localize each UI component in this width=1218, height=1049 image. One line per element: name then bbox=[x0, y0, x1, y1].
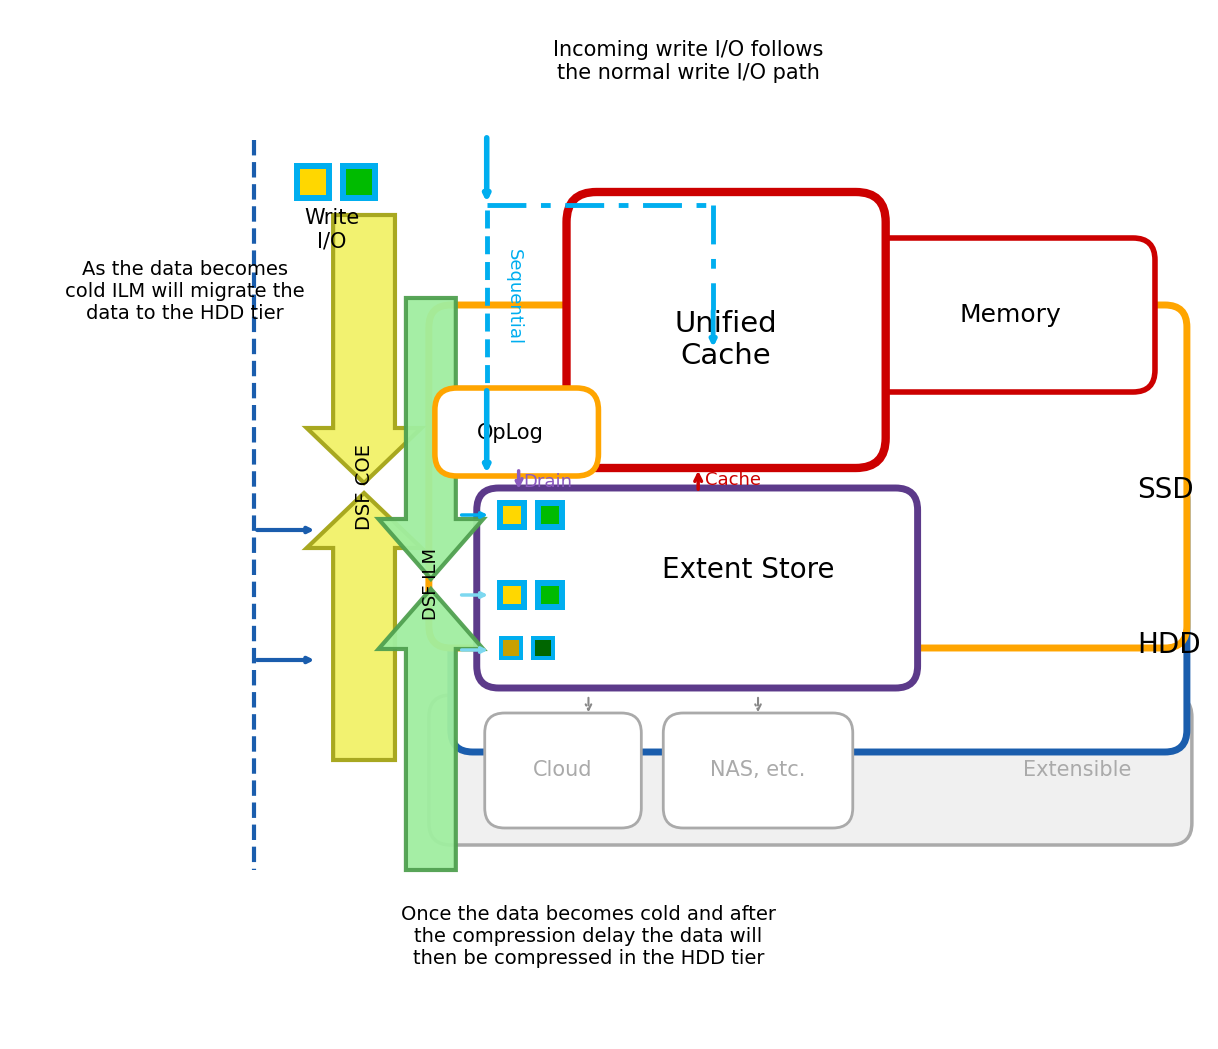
Bar bbox=[497, 500, 526, 530]
FancyBboxPatch shape bbox=[435, 388, 598, 476]
FancyBboxPatch shape bbox=[451, 478, 1186, 752]
Text: SSD: SSD bbox=[1138, 476, 1194, 504]
Bar bbox=[340, 163, 378, 201]
FancyBboxPatch shape bbox=[664, 713, 853, 828]
Text: Unified
Cache: Unified Cache bbox=[675, 309, 777, 370]
Bar bbox=[498, 636, 523, 660]
Bar bbox=[497, 580, 526, 611]
Text: HDD: HDD bbox=[1138, 631, 1201, 659]
Text: Memory: Memory bbox=[960, 303, 1061, 327]
Text: DSF ILM: DSF ILM bbox=[421, 548, 440, 620]
FancyBboxPatch shape bbox=[476, 488, 917, 688]
Bar bbox=[503, 586, 520, 604]
FancyArrow shape bbox=[379, 298, 484, 579]
Bar bbox=[300, 169, 326, 195]
Text: Incoming write I/O follows
the normal write I/O path: Incoming write I/O follows the normal wr… bbox=[553, 40, 823, 83]
FancyArrow shape bbox=[307, 215, 421, 483]
Text: Extent Store: Extent Store bbox=[661, 556, 834, 584]
Bar bbox=[531, 636, 554, 660]
Text: DSF COE: DSF COE bbox=[354, 444, 374, 530]
Bar bbox=[541, 586, 559, 604]
Text: Cache: Cache bbox=[705, 471, 761, 489]
FancyBboxPatch shape bbox=[866, 238, 1155, 392]
Bar bbox=[503, 506, 520, 524]
Text: Drain: Drain bbox=[524, 473, 572, 491]
Text: Cloud: Cloud bbox=[532, 759, 592, 780]
Bar bbox=[541, 506, 559, 524]
FancyArrow shape bbox=[307, 493, 421, 759]
Text: OpLog: OpLog bbox=[477, 423, 544, 443]
Text: Extensible: Extensible bbox=[1023, 759, 1132, 780]
Text: Sequential: Sequential bbox=[504, 249, 523, 345]
FancyBboxPatch shape bbox=[429, 695, 1192, 845]
FancyBboxPatch shape bbox=[485, 713, 642, 828]
Bar bbox=[535, 640, 551, 656]
FancyBboxPatch shape bbox=[429, 305, 1186, 648]
FancyBboxPatch shape bbox=[566, 192, 885, 468]
Bar bbox=[503, 640, 519, 656]
Text: Write
I/O: Write I/O bbox=[304, 208, 359, 251]
Text: As the data becomes
cold ILM will migrate the
data to the HDD tier: As the data becomes cold ILM will migrat… bbox=[65, 260, 304, 323]
FancyArrow shape bbox=[379, 588, 484, 870]
Bar bbox=[346, 169, 371, 195]
Text: NAS, etc.: NAS, etc. bbox=[710, 759, 805, 780]
Bar bbox=[535, 580, 564, 611]
Bar bbox=[295, 163, 333, 201]
Text: Once the data becomes cold and after
the compression delay the data will
then be: Once the data becomes cold and after the… bbox=[401, 905, 776, 968]
Bar bbox=[535, 500, 564, 530]
